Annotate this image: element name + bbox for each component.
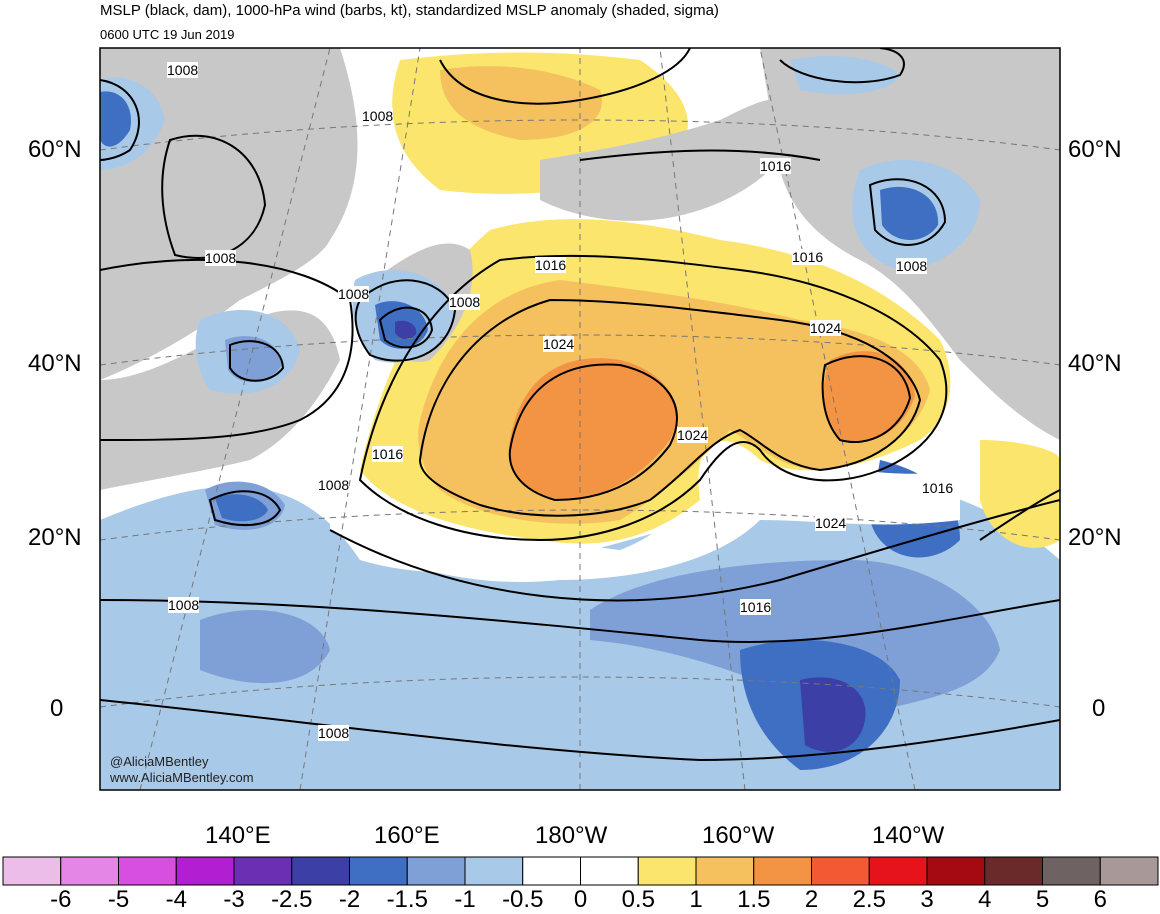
lat-label-left: 40°N — [28, 350, 82, 377]
colorbar-tick-label: -3 — [223, 886, 245, 913]
credit-website: www.AliciaMBentley.com — [110, 770, 254, 785]
isobar-label: 1016 — [760, 158, 792, 174]
isobar-label: 1008 — [168, 597, 200, 613]
colorbar-swatch — [291, 856, 350, 886]
lat-label-right: 60°N — [1068, 136, 1122, 163]
lon-label: 160°W — [702, 822, 775, 849]
lon-label: 140°E — [205, 822, 271, 849]
isobar-label: 1016 — [372, 446, 404, 462]
isobar-label: 1016 — [535, 257, 567, 273]
colorbar-swatch — [695, 856, 755, 886]
colorbar-tick-label: -2 — [338, 886, 361, 913]
credit-handle: @AliciaMBentley — [110, 754, 209, 769]
colorbar-tick-label: -2.5 — [271, 886, 313, 913]
isobar-label: 1016 — [792, 249, 824, 265]
colorbar-swatch — [868, 856, 928, 886]
anomaly-neg-strong — [215, 494, 268, 522]
colorbar-swatch — [926, 856, 986, 886]
colorbar-swatch — [175, 856, 235, 886]
colorbar-swatch — [753, 856, 812, 886]
isobar-label: 1008 — [205, 250, 237, 266]
isobar-label: 1008 — [449, 294, 481, 310]
lon-label: 180°W — [535, 822, 608, 849]
colorbar-swatch — [406, 856, 466, 886]
isobar-label: 1024 — [677, 427, 709, 443]
colorbar-swatch — [637, 856, 697, 886]
lat-label-right: 40°N — [1068, 350, 1122, 377]
colorbar-tick-label: 3 — [920, 886, 934, 913]
colorbar-tick-label: 1 — [689, 886, 703, 913]
map-border — [99, 47, 1061, 791]
colorbar-swatch — [1042, 856, 1101, 886]
colorbar-swatch — [60, 856, 119, 886]
isobar-label: 1024 — [543, 336, 575, 352]
lat-label-right: 20°N — [1068, 524, 1122, 551]
isobar-label: 1008 — [338, 286, 370, 302]
anomaly-neg-medium — [200, 610, 330, 684]
land-asia — [100, 48, 358, 380]
colorbar-tick-label: 1.5 — [737, 886, 771, 913]
colorbar-swatch — [2, 856, 62, 886]
anomaly-neg-darkest — [395, 320, 417, 340]
isobar-label: 1016 — [740, 599, 772, 615]
anomaly-neg-strong — [880, 186, 939, 240]
anomaly-neutral — [330, 440, 960, 582]
colorbar-swatch — [118, 856, 177, 886]
valid-time: 0600 UTC 19 Jun 2019 — [100, 27, 235, 42]
lat-label-left: 60°N — [28, 136, 82, 163]
colorbar-tick-label: -1.5 — [386, 886, 428, 913]
colorbar-tick-label: -1 — [454, 886, 476, 913]
colorbar-swatch — [522, 856, 581, 886]
lat-label-right: 0 — [1092, 695, 1106, 722]
isobar-label: 1008 — [318, 725, 350, 741]
lat-label-left: 0 — [50, 695, 64, 722]
land-alaska — [540, 99, 800, 221]
colorbar — [2, 856, 1159, 886]
colorbar-tick-label: -6 — [50, 886, 72, 913]
colorbar-swatch — [580, 856, 639, 886]
colorbar-tick-label: -4 — [165, 886, 187, 913]
colorbar-tick-label: 6 — [1093, 886, 1107, 913]
anomaly-neg-strong — [100, 91, 131, 147]
colorbar-swatch — [811, 856, 870, 886]
graticule — [100, 48, 1060, 790]
colorbar-swatch — [464, 856, 524, 886]
lon-label: 140°W — [872, 822, 945, 849]
colorbar-tick-label: 5 — [1035, 886, 1050, 913]
isobar-label: 1008 — [896, 258, 928, 274]
anomaly-neg-darkest — [800, 677, 866, 752]
colorbar-tick-label: 2.5 — [852, 886, 886, 913]
colorbar-tick-label: 4 — [978, 886, 992, 913]
colorbar-tick-label: -0.5 — [502, 886, 544, 913]
colorbar-swatch — [349, 856, 408, 886]
anomaly-pos-strong — [509, 358, 677, 500]
isobar-label: 1008 — [362, 108, 394, 124]
lon-label: 160°E — [374, 822, 440, 849]
colorbar-tick-label: 0.5 — [621, 886, 655, 913]
colorbar-tick-label: -5 — [107, 886, 130, 913]
isobar-label: 1024 — [815, 515, 847, 531]
map-title: MSLP (black, dam), 1000-hPa wind (barbs,… — [100, 2, 719, 19]
colorbar-tick-label: 0 — [573, 886, 588, 913]
colorbar-swatch — [233, 856, 293, 886]
colorbar-swatch — [984, 856, 1043, 886]
isobar-label: 1008 — [318, 477, 350, 493]
colorbar-tick-label: 2 — [804, 886, 819, 913]
anomaly-pos-light — [980, 440, 1060, 548]
colorbar-swatch — [1099, 856, 1159, 886]
isobar-label: 1024 — [810, 320, 842, 336]
anomaly-pos-strong — [823, 351, 915, 443]
isobars — [100, 48, 1060, 762]
isobar-label: 1016 — [922, 480, 954, 496]
lat-label-left: 20°N — [28, 524, 82, 551]
anomaly-neg-light — [790, 56, 900, 95]
isobar-label: 1008 — [167, 62, 199, 78]
